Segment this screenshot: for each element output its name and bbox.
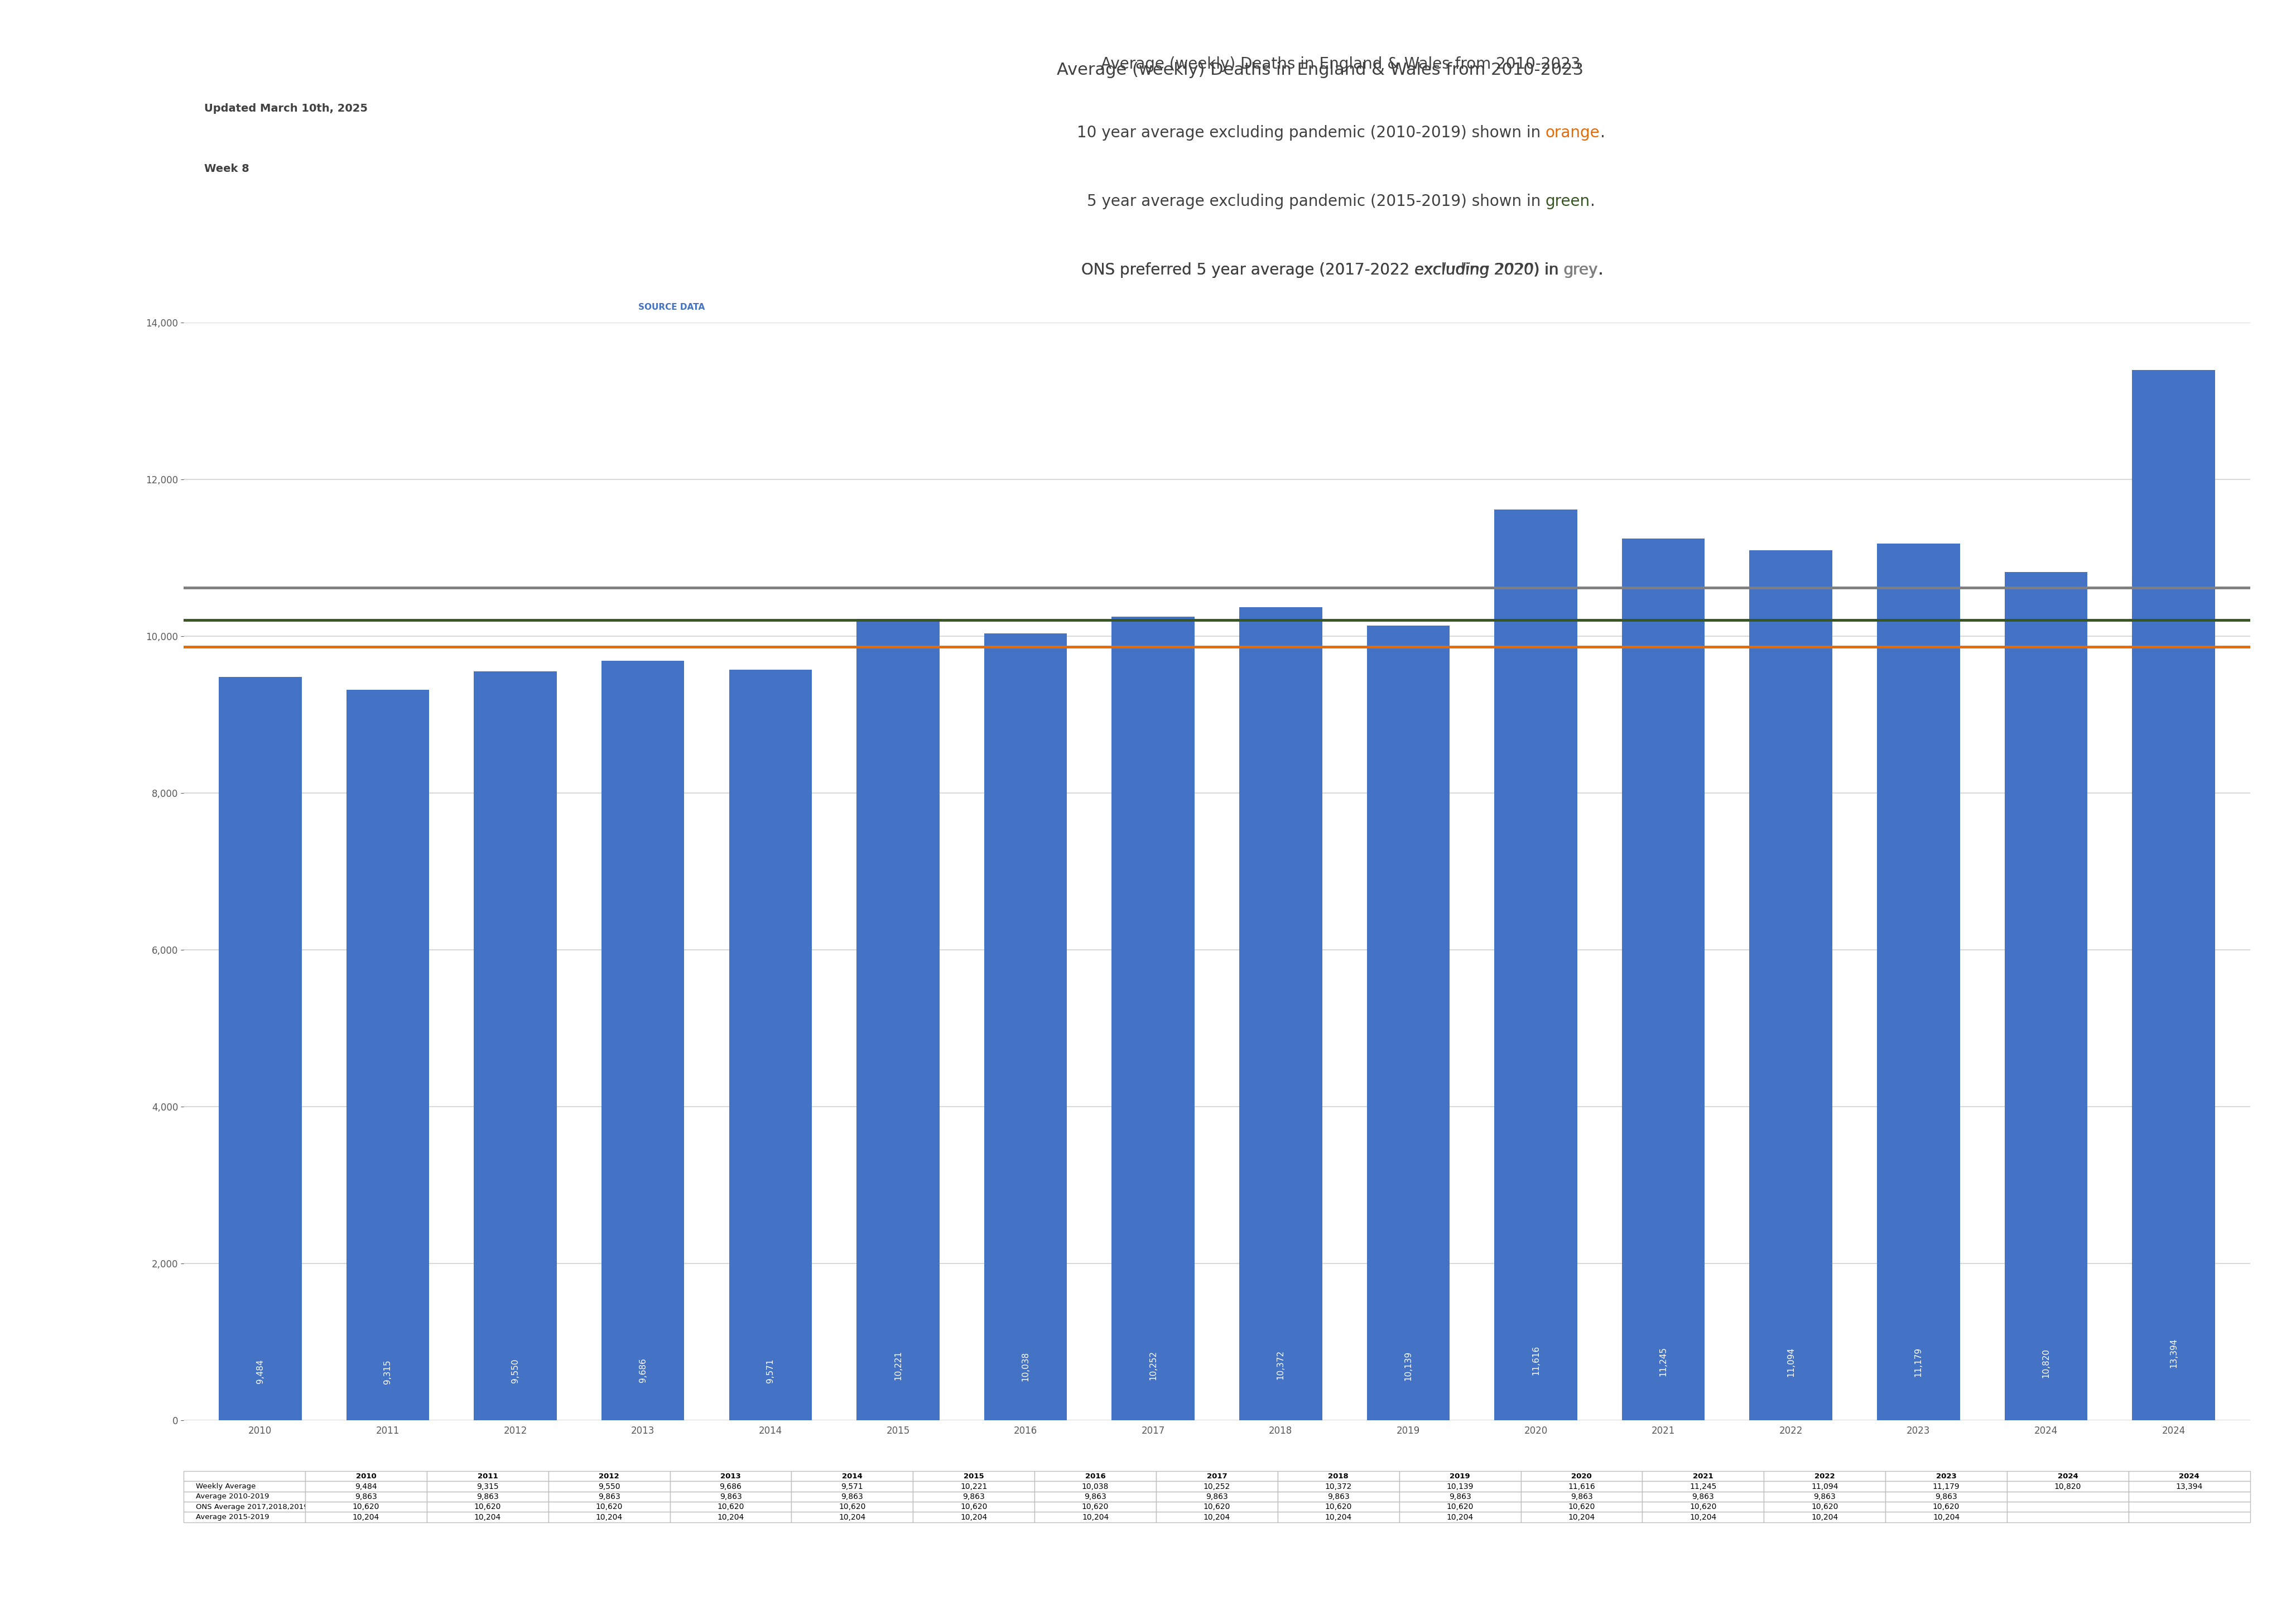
- Text: 9,571: 9,571: [767, 1358, 774, 1384]
- Text: 10,139: 10,139: [1405, 1351, 1412, 1380]
- Text: 10 year average excluding pandemic (2010-2019) shown in: 10 year average excluding pandemic (2010…: [1077, 125, 1545, 141]
- Text: 10,221: 10,221: [893, 1351, 902, 1380]
- Text: 11,616: 11,616: [1531, 1345, 1541, 1375]
- Bar: [1878, 544, 1961, 1420]
- Bar: [1366, 626, 1449, 1420]
- Text: 11,094: 11,094: [1786, 1347, 1795, 1377]
- Text: grey: grey: [1564, 262, 1598, 278]
- Text: orange: orange: [1545, 125, 1600, 141]
- Text: excluding 2020: excluding 2020: [1414, 262, 1534, 278]
- Bar: [985, 634, 1068, 1420]
- Bar: [2004, 571, 2087, 1420]
- Text: ) in: ) in: [1534, 262, 1564, 278]
- Bar: [218, 677, 301, 1420]
- Text: Average (weekly) Deaths in England & Wales from 2010-2023: Average (weekly) Deaths in England & Wal…: [1056, 63, 1584, 79]
- Bar: [728, 669, 813, 1420]
- Text: ONS preferred 5 year average (2017-2022: ONS preferred 5 year average (2017-2022: [1081, 262, 1414, 278]
- Text: https://www.ons.gov.uk/peoplepopulationandcommunity/birthsdeathsandmarriages/dea: https://www.ons.gov.uk/peoplepopulationa…: [638, 343, 1208, 350]
- Text: 11,179: 11,179: [1915, 1347, 1922, 1377]
- Text: Average (weekly) Deaths in England & Wales from 2010-2023: Average (weekly) Deaths in England & Wal…: [1102, 56, 1580, 72]
- Text: .: .: [1598, 262, 1603, 278]
- Bar: [1750, 551, 1832, 1420]
- Bar: [1111, 616, 1194, 1420]
- Bar: [473, 671, 558, 1420]
- Text: 10,820: 10,820: [2041, 1348, 2050, 1379]
- Text: ONS preferred 5 year average (2017-2022: ONS preferred 5 year average (2017-2022: [1081, 262, 1414, 278]
- Bar: [856, 620, 939, 1420]
- Text: Updated March 10th, 2025: Updated March 10th, 2025: [204, 103, 367, 114]
- Text: .: .: [1598, 262, 1603, 278]
- Text: Week 8: Week 8: [204, 164, 250, 173]
- Bar: [347, 690, 429, 1420]
- Text: .: .: [1591, 194, 1596, 209]
- Text: excluding 2020: excluding 2020: [1414, 262, 1534, 278]
- Text: 11,245: 11,245: [1660, 1347, 1667, 1377]
- Bar: [1240, 607, 1322, 1420]
- Bar: [2133, 371, 2216, 1420]
- Text: green: green: [1545, 194, 1591, 209]
- Text: 13,394: 13,394: [2170, 1339, 2177, 1367]
- Text: 9,484: 9,484: [257, 1359, 264, 1384]
- Text: 9,550: 9,550: [512, 1359, 519, 1384]
- Text: ) in: ) in: [1534, 262, 1564, 278]
- Text: 9,686: 9,686: [638, 1358, 647, 1382]
- Bar: [602, 661, 684, 1420]
- Text: grey: grey: [1564, 262, 1598, 278]
- Bar: [1621, 539, 1704, 1420]
- Bar: [1495, 509, 1577, 1420]
- Text: .: .: [1600, 125, 1605, 141]
- Text: 5 year average excluding pandemic (2015-2019) shown in: 5 year average excluding pandemic (2015-…: [1086, 194, 1545, 209]
- Text: 10,252: 10,252: [1148, 1351, 1157, 1380]
- Text: 9,315: 9,315: [383, 1359, 393, 1384]
- Text: SOURCE DATA: SOURCE DATA: [638, 303, 705, 311]
- Text: 10,038: 10,038: [1022, 1351, 1029, 1380]
- Text: 10,372: 10,372: [1277, 1350, 1286, 1380]
